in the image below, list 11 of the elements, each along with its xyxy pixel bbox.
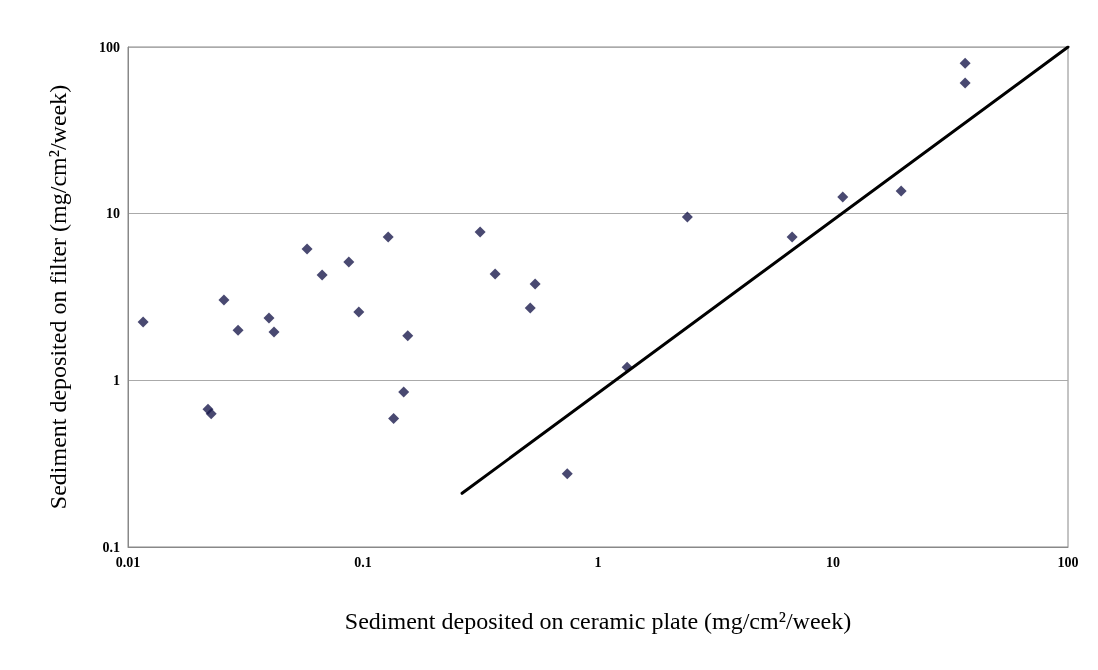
x-tick-label: 10 (826, 554, 840, 570)
y-tick-label: 100 (99, 39, 120, 55)
y-axis-title: Sediment deposited on filter (mg/cm²/week) (45, 84, 71, 510)
x-tick-label: 0.01 (115, 554, 141, 570)
x-tick-label: 100 (1057, 554, 1079, 570)
x-axis-title: Sediment deposited on ceramic plate (mg/cm²/week) (344, 608, 852, 634)
y-tick-label: 1 (113, 372, 120, 388)
y-tick-label: 10 (106, 206, 120, 222)
y-tick-label: 0.1 (102, 539, 120, 555)
x-tick-label: 0.1 (354, 554, 372, 570)
x-tick-label: 1 (594, 554, 602, 570)
